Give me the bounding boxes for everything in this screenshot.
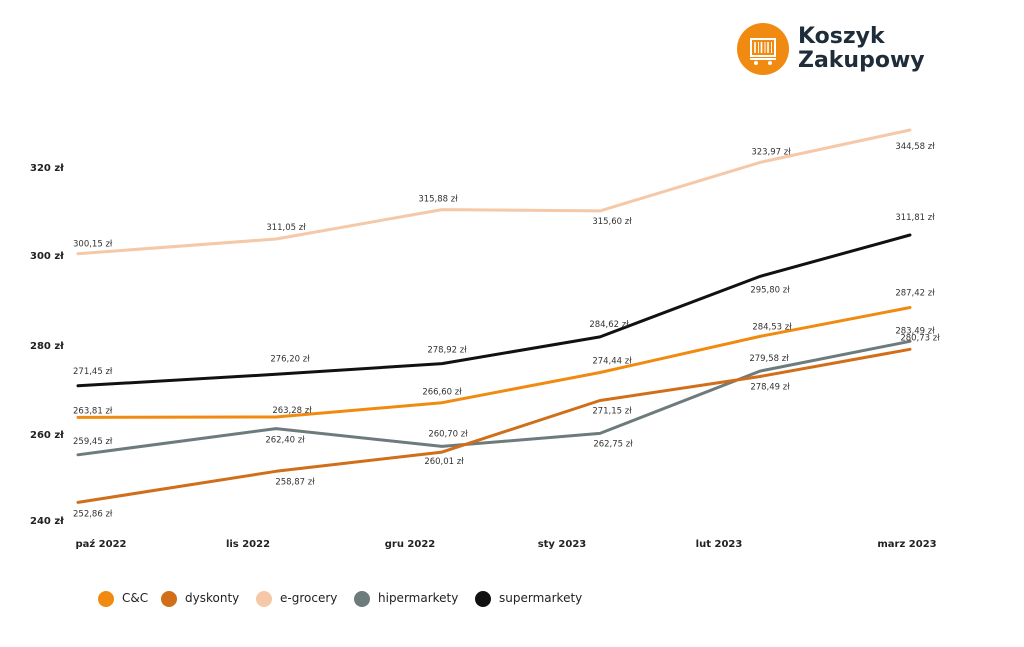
legend-label: supermarkety xyxy=(499,591,583,605)
data-label: 278,49 zł xyxy=(750,382,790,392)
legend-label: C&C xyxy=(122,591,149,605)
data-label: 260,70 zł xyxy=(428,429,468,439)
brand-name: Koszyk Zakupowy xyxy=(798,25,925,73)
series-line-e-grocery xyxy=(76,128,912,256)
data-label: 274,44 zł xyxy=(592,356,632,366)
data-label: 271,15 zł xyxy=(592,407,632,417)
y-tick-label: 260 zł xyxy=(30,430,64,441)
legend-label: hipermarkety xyxy=(378,591,459,605)
legend-marker xyxy=(475,591,491,607)
x-tick-label: marz 2023 xyxy=(877,539,936,550)
data-label: 259,45 zł xyxy=(73,437,113,447)
x-axis: paź 2022 lis 2022 gru 2022 sty 2023 lut 2023… xyxy=(75,538,936,550)
data-label: 266,60 zł xyxy=(422,388,462,398)
data-label: 283,49 zł xyxy=(895,326,935,336)
data-label: 284,62 zł xyxy=(589,320,629,330)
series-line-hipermarkety xyxy=(76,339,912,457)
legend-label: e-grocery xyxy=(280,591,338,605)
data-label: 315,88 zł xyxy=(418,195,458,205)
data-label: 280,73 zł xyxy=(900,333,940,343)
data-label: 262,75 zł xyxy=(593,439,633,449)
shopping-cart-barcode-icon xyxy=(737,23,789,75)
data-label: 263,28 zł xyxy=(272,406,312,416)
data-labels: 263,81 zł 263,28 zł 266,60 zł 274,44 zł 284,… xyxy=(73,142,940,519)
series-line-dyskonty xyxy=(76,347,912,504)
data-label: 263,81 zł xyxy=(73,406,113,416)
x-tick-label: sty 2023 xyxy=(538,539,587,550)
legend-label: dyskonty xyxy=(185,591,240,605)
data-label: 295,80 zł xyxy=(750,285,790,295)
data-label: 284,53 zł xyxy=(752,322,792,332)
data-label: 260,01 zł xyxy=(424,457,464,467)
series-line-supermarkety xyxy=(76,233,912,388)
data-label: 278,92 zł xyxy=(427,346,467,356)
x-tick-label: paź 2022 xyxy=(75,538,126,550)
data-label: 311,05 zł xyxy=(266,223,306,233)
legend-marker xyxy=(256,591,272,607)
data-label: 252,86 zł xyxy=(73,509,113,519)
data-label: 344,58 zł xyxy=(895,142,935,152)
brand-line-1: Koszyk xyxy=(798,24,885,49)
data-label: 287,42 zł xyxy=(895,289,935,299)
y-tick-label: 300 zł xyxy=(30,251,64,262)
data-label: 323,97 zł xyxy=(751,147,791,157)
y-tick-label: 320 zł xyxy=(30,163,64,174)
y-tick-label: 240 zł xyxy=(30,516,64,527)
series-line-c-c xyxy=(76,306,912,419)
y-tick-label: 280 zł xyxy=(30,341,64,352)
data-label: 258,87 zł xyxy=(275,477,315,487)
data-label: 279,58 zł xyxy=(749,354,789,364)
data-label: 262,40 zł xyxy=(265,436,305,446)
brand-logo: Koszyk Zakupowy xyxy=(737,23,937,77)
legend-marker xyxy=(354,591,370,607)
data-label: 276,20 zł xyxy=(270,354,310,364)
data-label: 311,81 zł xyxy=(895,213,935,223)
x-tick-label: lis 2022 xyxy=(226,539,270,550)
data-label: 300,15 zł xyxy=(73,240,113,250)
legend-marker xyxy=(161,591,177,607)
x-tick-label: gru 2022 xyxy=(385,539,436,550)
data-label: 315,60 zł xyxy=(592,217,632,227)
legend-marker xyxy=(98,591,114,607)
data-label: 271,45 zł xyxy=(73,367,113,377)
y-axis: 240 zł 260 zł 280 zł 300 zł 320 zł xyxy=(30,163,64,527)
brand-line-2: Zakupowy xyxy=(798,48,925,73)
series-lines xyxy=(76,128,912,504)
x-tick-label: lut 2023 xyxy=(696,539,743,550)
